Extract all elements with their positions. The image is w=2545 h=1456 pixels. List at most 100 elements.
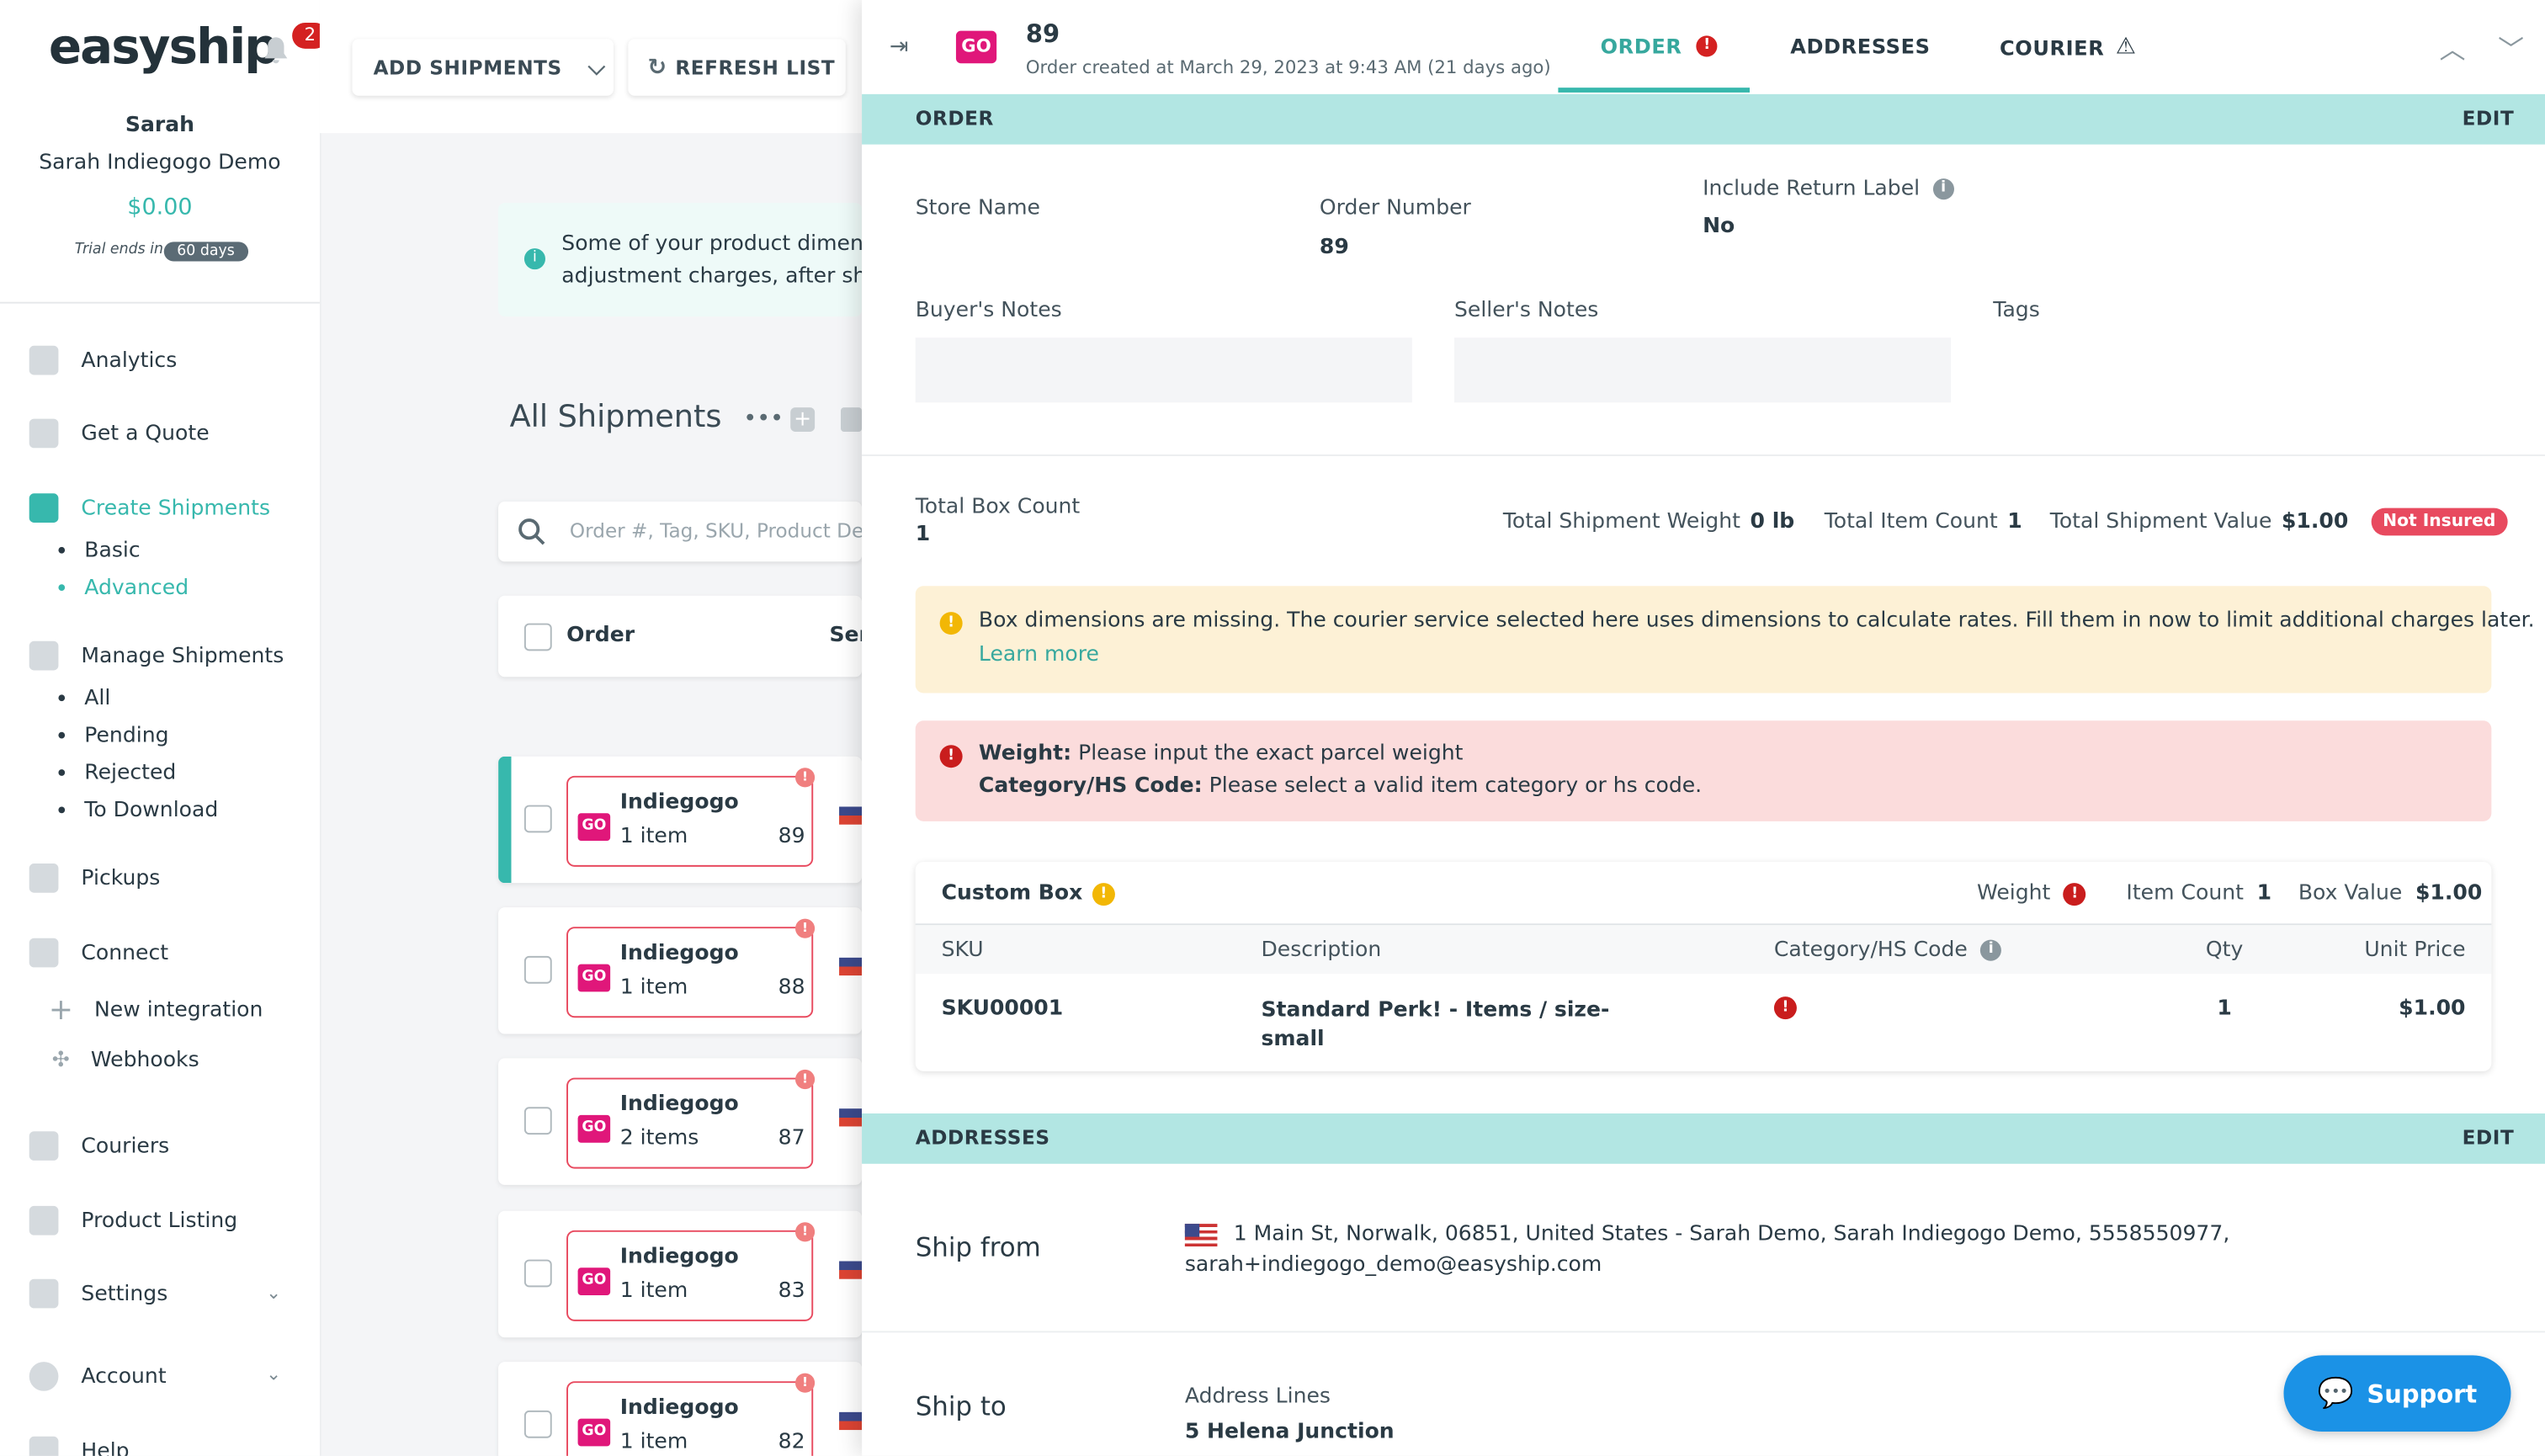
bell-icon[interactable] xyxy=(263,35,289,65)
courier-icon xyxy=(29,1131,59,1161)
warning-icon: ! xyxy=(939,612,963,635)
row-checkbox[interactable] xyxy=(523,805,552,833)
row-checkbox[interactable] xyxy=(523,1259,552,1288)
table-row[interactable]: GO Indiegogo 1 item 88 ! xyxy=(498,907,863,1034)
tab-courier[interactable]: COURIER ⚠ xyxy=(2000,34,2137,60)
warning-icon: ⚠ xyxy=(2115,34,2137,61)
section-title: ORDER xyxy=(915,107,994,130)
box-name[interactable]: Custom Box! xyxy=(942,881,1115,906)
ship-from-address: 1 Main St, Norwalk, 06851, United States… xyxy=(1184,1222,2230,1278)
column-sku: SKU xyxy=(941,938,984,963)
easyship-logo[interactable]: easyship xyxy=(48,19,279,77)
buyers-notes-field[interactable] xyxy=(915,337,1412,403)
tags-label: Tags xyxy=(1993,298,2040,323)
total-box-count-value: 1 xyxy=(915,522,931,547)
edit-order-button[interactable]: EDIT xyxy=(2462,107,2515,130)
bullet-icon xyxy=(58,769,66,776)
sidebar-sub-label: Webhooks xyxy=(90,1047,199,1072)
box-card: Custom Box! Weight! Item Count 1 Box Val… xyxy=(915,862,2492,1071)
order-card[interactable]: GO Indiegogo 1 item 89 ! xyxy=(566,768,816,867)
collapse-panel-icon[interactable]: ⇥ xyxy=(889,34,909,61)
dimension-notice: i Some of your product dimensi adjustment… xyxy=(498,203,880,317)
tab-addresses[interactable]: ADDRESSES xyxy=(1790,34,1930,58)
table-header: Order Ser xyxy=(498,595,869,678)
sidebar-sub-label: Pending xyxy=(84,723,169,748)
support-button[interactable]: 💬 Support xyxy=(2283,1355,2511,1432)
indiegogo-icon: GO xyxy=(577,1114,611,1143)
store-name: Indiegogo xyxy=(619,1245,739,1270)
sidebar-item-manage-shipments[interactable]: Manage Shipments xyxy=(29,638,284,673)
warning-text: Box dimensions are missing. The courier … xyxy=(978,608,2535,634)
order-number: 82 xyxy=(778,1430,805,1454)
edit-addresses-button[interactable]: EDIT xyxy=(2462,1126,2515,1150)
search-input[interactable]: Order #, Tag, SKU, Product Des xyxy=(498,501,874,562)
return-label-value: No xyxy=(1703,214,1735,239)
add-shipments-button[interactable]: ADD SHIPMENTS ⌵ xyxy=(352,39,614,96)
more-icon[interactable]: ••• xyxy=(743,406,784,432)
indiegogo-icon: GO xyxy=(577,813,611,841)
sellers-notes-field[interactable] xyxy=(1453,337,1952,403)
add-view-icon[interactable]: + xyxy=(790,407,816,432)
order-card[interactable]: GO Indiegogo 2 items 87 ! xyxy=(566,1069,816,1169)
return-label-label: Include Return Label i xyxy=(1703,177,1954,201)
error-icon: ! xyxy=(1773,996,1797,1019)
box-value: Box Value $1.00 xyxy=(2298,881,2483,906)
sidebar-sub-rejected[interactable]: Rejected xyxy=(58,757,176,789)
alert-icon: ! xyxy=(1696,35,1718,57)
sidebar-item-analytics[interactable]: Analytics xyxy=(29,343,177,378)
table-row[interactable]: GO Indiegogo 2 items 87 ! xyxy=(498,1058,863,1185)
save-view-icon[interactable] xyxy=(840,407,863,432)
sidebar-item-product-listing[interactable]: Product Listing xyxy=(29,1203,237,1238)
indiegogo-icon: GO xyxy=(577,1418,611,1447)
calculator-icon xyxy=(29,418,59,449)
sidebar-sub-pending[interactable]: Pending xyxy=(58,719,169,752)
sidebar-item-get-a-quote[interactable]: Get a Quote xyxy=(29,416,210,451)
table-row[interactable]: GO Indiegogo 1 item 83 ! xyxy=(498,1210,863,1338)
active-tab-indicator xyxy=(1558,88,1750,93)
row-checkbox[interactable] xyxy=(523,1107,552,1135)
order-card[interactable]: GO Indiegogo 1 item 88 ! xyxy=(566,918,816,1018)
order-card[interactable]: GO Indiegogo 1 item 83 ! xyxy=(566,1222,816,1321)
chevron-down-icon[interactable]: ﹀ xyxy=(2498,34,2524,66)
store-name: Indiegogo xyxy=(619,1092,739,1117)
sidebar-item-settings[interactable]: Settings xyxy=(29,1276,167,1311)
sidebar-sub-label: To Download xyxy=(84,797,219,822)
sidebar-sub-basic[interactable]: Basic xyxy=(58,534,141,566)
sidebar-sub-advanced[interactable]: Advanced xyxy=(58,571,189,604)
column-order[interactable]: Order xyxy=(566,623,635,648)
sidebar-sub-to-download[interactable]: To Download xyxy=(58,794,218,826)
sidebar-item-help[interactable]: Help xyxy=(29,1433,130,1456)
box-weight: Weight! xyxy=(1977,881,2086,906)
gear-icon xyxy=(29,1278,59,1309)
select-all-checkbox[interactable] xyxy=(523,623,552,651)
sidebar-item-create-shipments[interactable]: Create Shipments xyxy=(29,490,270,525)
error-box: ! Weight: Please input the exact parcel … xyxy=(915,720,2492,821)
sidebar-item-account[interactable]: Account xyxy=(29,1358,167,1394)
tab-order[interactable]: ORDER! xyxy=(1601,34,1718,58)
alert-icon: ! xyxy=(794,1069,816,1090)
row-checkbox[interactable] xyxy=(523,1410,552,1438)
info-icon[interactable]: i xyxy=(1932,178,1954,200)
learn-more-link[interactable]: Learn more xyxy=(978,642,1099,667)
section-title: ADDRESSES xyxy=(915,1126,1050,1150)
chevron-down-icon[interactable]: ⌄ xyxy=(266,1363,282,1385)
table-row[interactable]: GO Indiegogo 1 item 89 ! xyxy=(498,756,863,884)
warning-icon: ! xyxy=(1092,882,1115,906)
sidebar-sub-all[interactable]: All xyxy=(58,682,110,715)
sidebar-sub-new-integration[interactable]: + New integration xyxy=(49,992,263,1027)
sidebar-sub-webhooks[interactable]: ✣ Webhooks xyxy=(52,1044,199,1076)
row-checkbox[interactable] xyxy=(523,955,552,984)
hs-code-error: Category/HS Code: Please select a valid … xyxy=(978,773,1703,799)
hs-code-field[interactable]: ! xyxy=(1773,995,1797,1019)
order-card[interactable]: GO Indiegogo 1 item 82 ! xyxy=(566,1373,816,1456)
info-icon[interactable]: i xyxy=(1980,939,2002,961)
chevron-down-icon[interactable]: ⌄ xyxy=(266,1282,282,1304)
order-number-value: 89 xyxy=(1319,235,1349,260)
sidebar-item-couriers[interactable]: Couriers xyxy=(29,1128,169,1163)
sidebar-item-connect[interactable]: Connect xyxy=(29,935,168,970)
item-description: Standard Perk! - Items / size-small xyxy=(1261,998,1610,1052)
table-row[interactable]: GO Indiegogo 1 item 82 ! xyxy=(498,1362,863,1456)
sidebar-item-pickups[interactable]: Pickups xyxy=(29,860,160,895)
refresh-list-button[interactable]: ↻ REFRESH LIST xyxy=(628,39,846,96)
chevron-up-icon[interactable]: ︿ xyxy=(2439,34,2466,66)
